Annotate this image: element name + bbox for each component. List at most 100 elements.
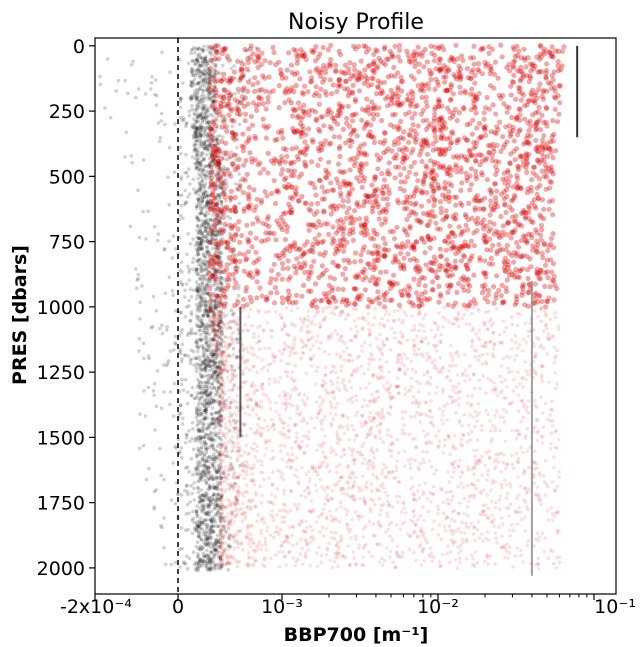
scatter-point-red [342,377,346,382]
scatter-point-black [195,540,200,544]
scatter-point-red [447,369,452,373]
scatter-point-black [205,466,210,470]
scatter-point-red [445,418,449,422]
scatter-point-red [437,199,444,205]
scatter-point-red [354,537,358,542]
scatter-point-black [215,373,220,377]
scatter-point-black [220,332,224,336]
scatter-point-red [466,423,471,428]
scatter-point-red [408,73,414,79]
scatter-point-red [301,102,307,108]
scatter-point-black [196,453,200,457]
scatter-point-black [148,87,153,91]
scatter-point-black [200,457,205,461]
scatter-point-red [426,198,432,204]
scatter-point-red [515,522,520,526]
scatter-point-black [210,276,214,280]
scatter-point-red [265,94,271,101]
scatter-point-red [404,511,408,515]
scatter-point-black [191,288,196,292]
scatter-point-red [231,482,235,486]
scatter-point-red [380,235,386,242]
scatter-point-red [258,484,263,489]
scatter-point-red [265,321,270,325]
scatter-point-black [203,234,207,239]
scatter-point-black [195,362,199,366]
scatter-point-black [219,565,224,570]
scatter-point-black [192,481,196,485]
scatter-point-red [457,84,463,90]
scatter-point-black [159,119,163,123]
scatter-point-red [419,526,424,530]
scatter-point-red [540,379,544,383]
scatter-point-red [300,562,305,567]
scatter-point-black [147,356,151,361]
scatter-point-red [321,398,326,403]
scatter-point-red [410,314,415,319]
scatter-point-black [201,313,205,318]
scatter-point-black [204,291,208,296]
scatter-point-black [108,115,113,120]
scatter-point-red [459,481,463,486]
scatter-point-red [343,140,349,146]
scatter-point-black [206,530,210,535]
scatter-point-red [347,167,353,173]
scatter-point-red [557,100,563,106]
scatter-point-black [195,147,199,151]
scatter-point-red [393,336,397,340]
scatter-point-red [458,556,462,560]
scatter-point-black [210,412,214,416]
scatter-point-black [214,541,218,545]
scatter-point-red [542,549,547,554]
scatter-point-red [242,476,247,481]
scatter-point-black [217,230,221,235]
scatter-point-red [260,463,264,468]
scatter-point-black [199,516,203,520]
scatter-point-black [178,565,182,569]
scatter-point-red [542,329,546,334]
scatter-point-black [195,322,199,327]
scatter-point-black [201,374,206,378]
scatter-point-red [488,255,494,261]
scatter-point-black [193,156,198,161]
scatter-point-black [199,419,203,423]
scatter-point-red [510,315,514,319]
scatter-point-red [388,555,392,559]
scatter-point-black [213,410,218,415]
scatter-point-black [220,283,224,287]
scatter-point-red [508,502,513,507]
scatter-point-black [195,139,199,143]
scatter-point-black [202,112,207,117]
scatter-point-black [214,223,218,227]
scatter-point-black [192,143,196,148]
scatter-point-red [385,511,389,516]
scatter-point-red [286,423,291,427]
scatter-point-black [218,227,222,231]
scatter-point-black [230,312,235,317]
scatter-point-black [191,125,195,130]
scatter-point-black [186,264,190,269]
scatter-point-black [209,283,213,288]
scatter-point-black [206,536,211,540]
scatter-point-black [192,133,196,137]
scatter-point-red [530,112,536,118]
scatter-point-red [393,164,399,170]
scatter-point-red [378,357,382,362]
scatter-point-red [506,366,510,371]
scatter-point-red [471,61,477,67]
scatter-point-red [418,420,423,424]
scatter-point-black [203,462,207,467]
scatter-point-red [550,155,556,161]
scatter-point-red [415,178,421,184]
scatter-point-red [357,489,362,493]
scatter-point-red [261,387,265,392]
scatter-point-black [212,107,216,111]
scatter-point-black [217,346,221,351]
scatter-point-red [303,403,308,407]
scatter-point-black [196,286,201,291]
scatter-point-black [204,64,208,68]
scatter-point-black [179,260,184,265]
scatter-point-black [199,64,203,68]
scatter-point-red [327,352,331,357]
scatter-point-red [258,197,265,203]
